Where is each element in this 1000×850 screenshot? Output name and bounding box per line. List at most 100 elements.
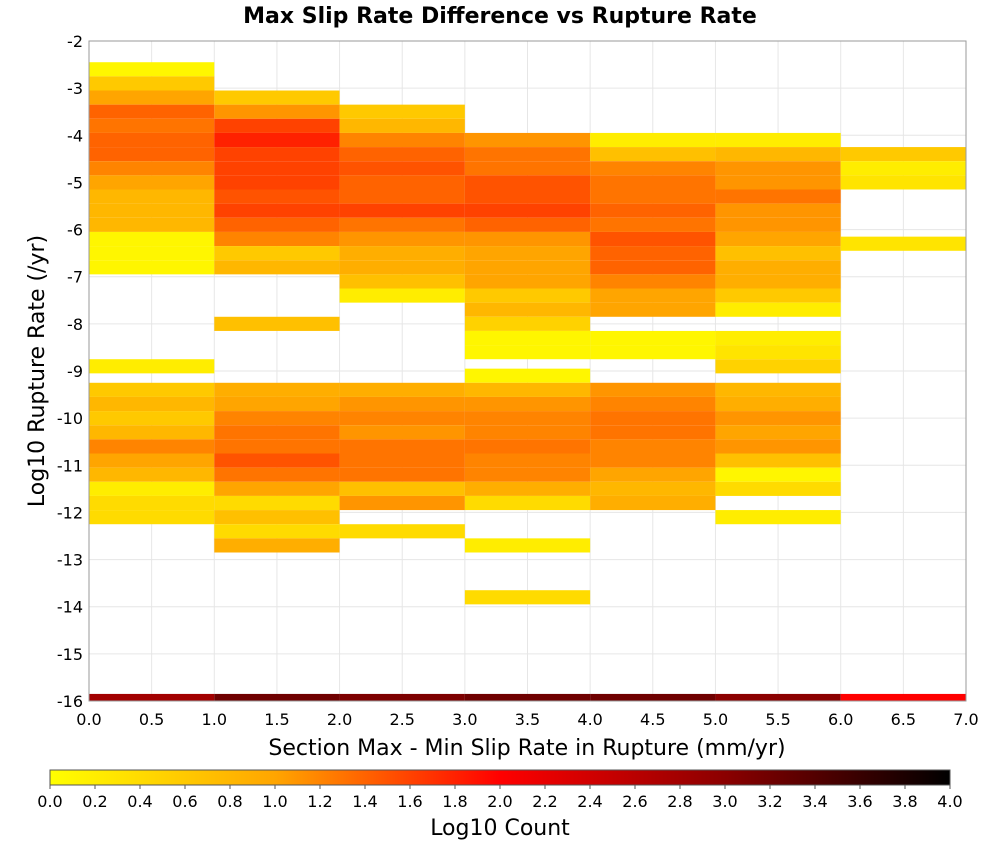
heatmap-cell bbox=[214, 90, 340, 105]
heatmap-cell bbox=[214, 382, 340, 397]
heatmap-cell bbox=[464, 203, 591, 218]
heatmap-cell bbox=[89, 425, 215, 440]
colorbar-tick-label: 3.4 bbox=[802, 792, 827, 811]
x-tick-label: 1.5 bbox=[264, 710, 289, 729]
heatmap-cell bbox=[214, 495, 340, 511]
heatmap-cell bbox=[715, 231, 841, 247]
heatmap-cell bbox=[715, 425, 841, 440]
heatmap-cell bbox=[715, 217, 841, 232]
heatmap-cell bbox=[89, 467, 215, 482]
heatmap-cell bbox=[89, 396, 215, 412]
y-tick-label: -9 bbox=[67, 362, 83, 381]
heatmap-cell bbox=[464, 217, 591, 232]
heatmap-cell bbox=[590, 231, 716, 247]
colorbar-tick-label: 2.6 bbox=[622, 792, 647, 811]
colorbar-tick-label: 1.4 bbox=[352, 792, 377, 811]
heatmap-cell bbox=[214, 260, 340, 275]
heatmap-cell bbox=[715, 481, 841, 496]
heatmap-cell bbox=[590, 246, 716, 261]
heatmap-cell bbox=[464, 161, 591, 176]
heatmap-cell bbox=[715, 175, 841, 190]
y-tick-labels: -2 -3 -4 -5 -6 -7 -8 -9 -10 -11 -12 -13 -14 -15 -16 bbox=[57, 32, 83, 711]
heatmap-cell bbox=[89, 231, 215, 247]
heatmap-cell bbox=[590, 453, 716, 468]
heatmap-cell bbox=[89, 132, 215, 148]
heatmap-cell bbox=[464, 274, 591, 289]
heatmap-cell bbox=[89, 260, 215, 275]
heatmap-cell bbox=[464, 175, 591, 190]
heatmap-cell bbox=[339, 147, 465, 162]
colorbar-tick-label: 3.2 bbox=[757, 792, 782, 811]
heatmap-cell bbox=[464, 453, 591, 468]
heatmap-cell bbox=[715, 453, 841, 468]
heatmap-cell bbox=[339, 439, 465, 454]
heatmap-cell bbox=[715, 260, 841, 275]
heatmap-cell bbox=[339, 495, 465, 511]
x-tick-label: 3.0 bbox=[452, 710, 477, 729]
heatmap-cell bbox=[590, 217, 716, 232]
heatmap-cell bbox=[214, 439, 340, 454]
heatmap-cell bbox=[339, 274, 465, 289]
heatmap-cell bbox=[339, 693, 465, 701]
heatmap-cell bbox=[89, 76, 215, 91]
heatmap-cell bbox=[840, 175, 966, 190]
heatmap-cell bbox=[89, 439, 215, 454]
heatmap-cell bbox=[214, 104, 340, 119]
heatmap-cell bbox=[464, 132, 591, 148]
heatmap-cell bbox=[214, 217, 340, 232]
heatmap-cell bbox=[715, 132, 841, 148]
heatmap-cell bbox=[339, 396, 465, 412]
heatmap-cell bbox=[89, 203, 215, 218]
heatmap-cell bbox=[214, 189, 340, 204]
heatmap-cell bbox=[339, 481, 465, 496]
heatmap-cell bbox=[89, 246, 215, 261]
colorbar-tick-label: 3.6 bbox=[847, 792, 872, 811]
heatmap-cell bbox=[590, 382, 716, 397]
heatmap-cell bbox=[464, 382, 591, 397]
heatmap-cell bbox=[89, 510, 215, 525]
heatmap-cell bbox=[214, 161, 340, 176]
heatmap-cell bbox=[590, 203, 716, 218]
heatmap-cell bbox=[464, 189, 591, 204]
heatmap-cell bbox=[89, 693, 215, 701]
heatmap-cell bbox=[339, 118, 465, 133]
heatmap-cell bbox=[590, 467, 716, 482]
y-tick-label: -2 bbox=[67, 32, 83, 51]
heatmap-cell bbox=[89, 175, 215, 190]
heatmap-cell bbox=[715, 439, 841, 454]
colorbar-tick-label: 0.0 bbox=[37, 792, 62, 811]
x-tick-label: 0.0 bbox=[76, 710, 101, 729]
heatmap-cell bbox=[89, 90, 215, 105]
heatmap-cell bbox=[214, 510, 340, 525]
heatmap-cell bbox=[214, 396, 340, 412]
heatmap-cell bbox=[89, 453, 215, 468]
colorbar-tick-label: 2.4 bbox=[577, 792, 602, 811]
heatmap-cell bbox=[464, 368, 591, 383]
x-tick-label: 5.0 bbox=[703, 710, 728, 729]
heatmap-cell bbox=[590, 132, 716, 148]
heatmap-cell bbox=[339, 231, 465, 247]
heatmap-cell bbox=[339, 467, 465, 482]
heatmap-cell bbox=[590, 345, 716, 360]
heatmap-cell bbox=[464, 330, 591, 346]
heatmap-cell bbox=[590, 411, 716, 426]
heatmap-cell bbox=[89, 62, 215, 77]
colorbar-tick-label: 0.4 bbox=[127, 792, 152, 811]
heatmap-cell bbox=[339, 524, 465, 539]
heatmap-cell bbox=[214, 425, 340, 440]
y-tick-label: -11 bbox=[57, 456, 83, 475]
y-tick-label: -16 bbox=[57, 692, 83, 711]
heatmap-cell bbox=[214, 203, 340, 218]
heatmap-cell bbox=[464, 246, 591, 261]
heatmap-cell bbox=[214, 467, 340, 482]
heatmap-cell bbox=[89, 118, 215, 133]
colorbar-tick-labels: 0.0 0.2 0.4 0.6 0.8 1.0 1.2 1.4 1.6 1.8 2.0 2.2 2.4 2… bbox=[37, 785, 963, 811]
heatmap-cell bbox=[339, 189, 465, 204]
heatmap-cell bbox=[89, 411, 215, 426]
heatmap-cell bbox=[590, 439, 716, 454]
chart-title: Max Slip Rate Difference vs Rupture Rate bbox=[243, 4, 757, 29]
heatmap-cell bbox=[590, 330, 716, 346]
x-tick-label: 0.5 bbox=[139, 710, 164, 729]
heatmap-cell bbox=[214, 481, 340, 496]
